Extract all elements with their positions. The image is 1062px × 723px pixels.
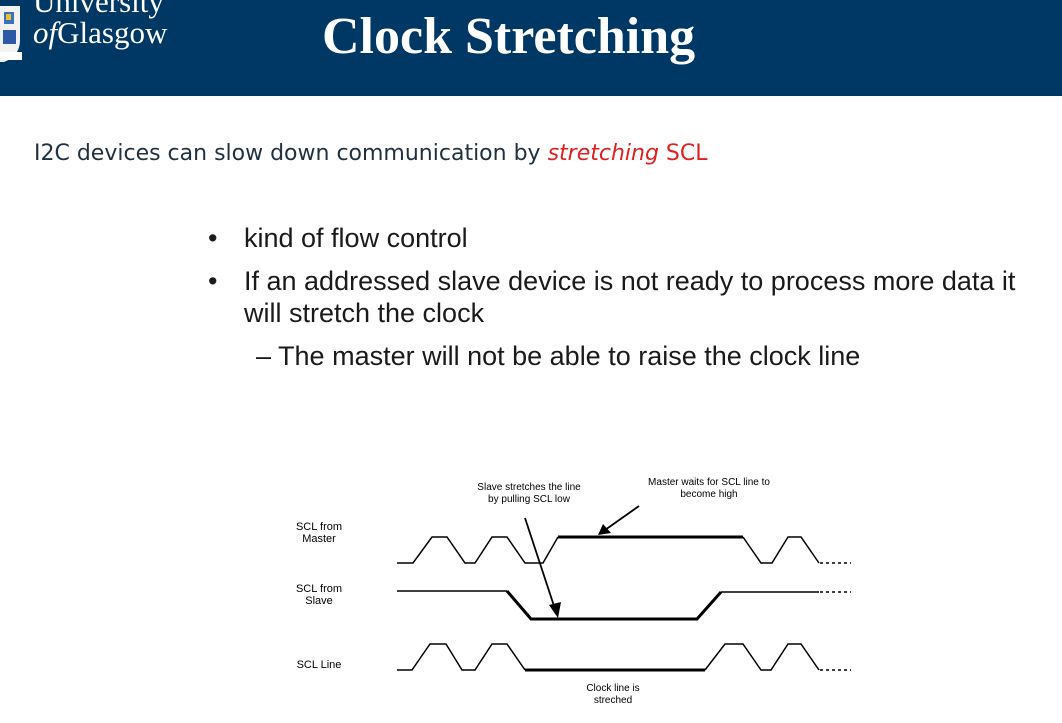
annotation-master-wait-2: become high [680, 489, 737, 500]
slave-stretch-arrow [524, 517, 556, 610]
clock-stretching-timing-diagram: SCL from Master SCL from Slave SCL Line Sl… [296, 477, 851, 706]
logo-line-2: Glasgow [57, 15, 168, 50]
slave-scl-pulled-low [505, 590, 723, 621]
signal-label-master: SCL from Master [296, 521, 342, 545]
intro-sentence: I2C devices can slow down communication … [34, 141, 708, 166]
slide-title: Clock Stretching [322, 8, 696, 65]
logo-line-1: University [33, 0, 164, 19]
bullet-list: • kind of flow control • If an addressed… [208, 222, 1048, 372]
scl-line-waveform-tail [704, 643, 820, 671]
university-crest-icon [0, 6, 22, 62]
signal-label-line: SCL Line [297, 659, 342, 671]
logo-of: of [33, 15, 58, 50]
sub-bullet-text: The master will not be able to raise the… [278, 341, 861, 371]
bullet-text: kind of flow control [244, 223, 468, 253]
annotation-clock-stretched-1: Clock line is [586, 683, 639, 694]
master-wait-arrowhead [598, 524, 611, 535]
annotation-clock-stretched-2: streched [594, 695, 632, 706]
annotation-master-wait-1: Master waits for SCL line to [648, 477, 770, 488]
sub-bullet-marker: – [256, 341, 272, 371]
master-scl-waveform-tail [742, 536, 820, 564]
sub-bullet-item: – The master will not be able to raise t… [208, 340, 1048, 372]
intro-text: I2C devices can slow down communication … [34, 141, 548, 166]
annotation-slave-stretch-1: Slave stretches the line [477, 482, 581, 493]
master-scl-waveform [397, 536, 559, 564]
bullet-text: If an addressed slave device is not read… [244, 266, 1016, 328]
signal-label-slave: SCL from Slave [296, 583, 342, 607]
bullet-marker: • [208, 266, 218, 296]
bullet-marker: • [208, 223, 218, 253]
slave-stretch-arrowhead [549, 602, 561, 618]
scl-line-waveform [397, 643, 526, 671]
annotation-slave-stretch-2: by pulling SCL low [488, 494, 571, 505]
intro-emphasis: stretching [547, 141, 659, 166]
university-logo-text: University ofGlasgow [33, 0, 167, 48]
intro-tail: SCL [658, 141, 708, 166]
master-wait-arrow [604, 505, 640, 531]
bullet-item: • If an addressed slave device is not re… [208, 265, 1048, 329]
bullet-item: • kind of flow control [208, 222, 1048, 254]
title-bar: University ofGlasgow Clock Stretching [0, 0, 1062, 96]
